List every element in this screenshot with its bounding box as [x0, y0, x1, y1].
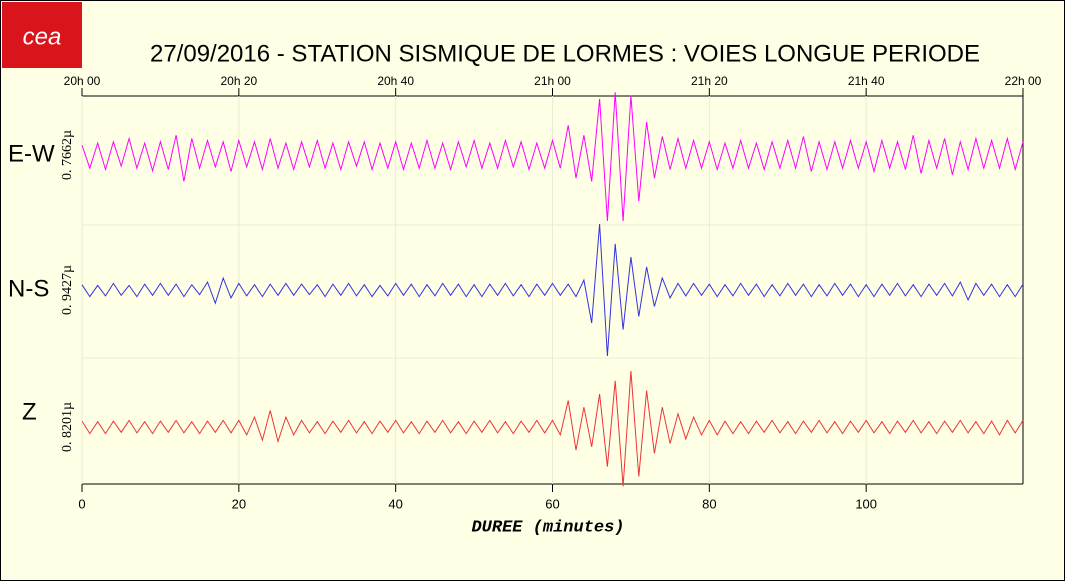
- x-tick-label: 60: [545, 496, 559, 511]
- top-tick-label: 20h 20: [220, 74, 257, 88]
- top-tick-label: 22h 00: [1005, 74, 1042, 88]
- scale-label: 0. 8201µ: [60, 402, 75, 452]
- trace: [81, 92, 1024, 222]
- x-tick-label: 80: [702, 496, 716, 511]
- logo: cea: [23, 23, 62, 50]
- channel-label: N-S: [8, 275, 49, 302]
- top-tick-label: 21h 20: [691, 74, 728, 88]
- x-tick-label: 20: [232, 496, 246, 511]
- channel-label: E-W: [8, 140, 55, 167]
- scale-label: 0. 7662µ: [60, 130, 75, 180]
- x-tick-label: 100: [855, 496, 877, 511]
- channel-label: Z: [22, 398, 37, 425]
- x-tick-label: 40: [388, 496, 402, 511]
- x-tick-label: 0: [78, 496, 85, 511]
- top-tick-label: 21h 00: [534, 74, 571, 88]
- top-tick-label: 20h 00: [64, 74, 101, 88]
- chart-title: 27/09/2016 - STATION SISMIQUE DE LORMES …: [150, 40, 980, 67]
- trace: [81, 370, 1024, 487]
- logo-box: [2, 2, 82, 68]
- scale-label: 0. 9427µ: [60, 265, 75, 315]
- top-tick-label: 20h 40: [377, 74, 414, 88]
- top-tick-label: 21h 40: [848, 74, 885, 88]
- x-axis-label: DUREE (minutes): [471, 518, 624, 537]
- trace: [81, 223, 1024, 357]
